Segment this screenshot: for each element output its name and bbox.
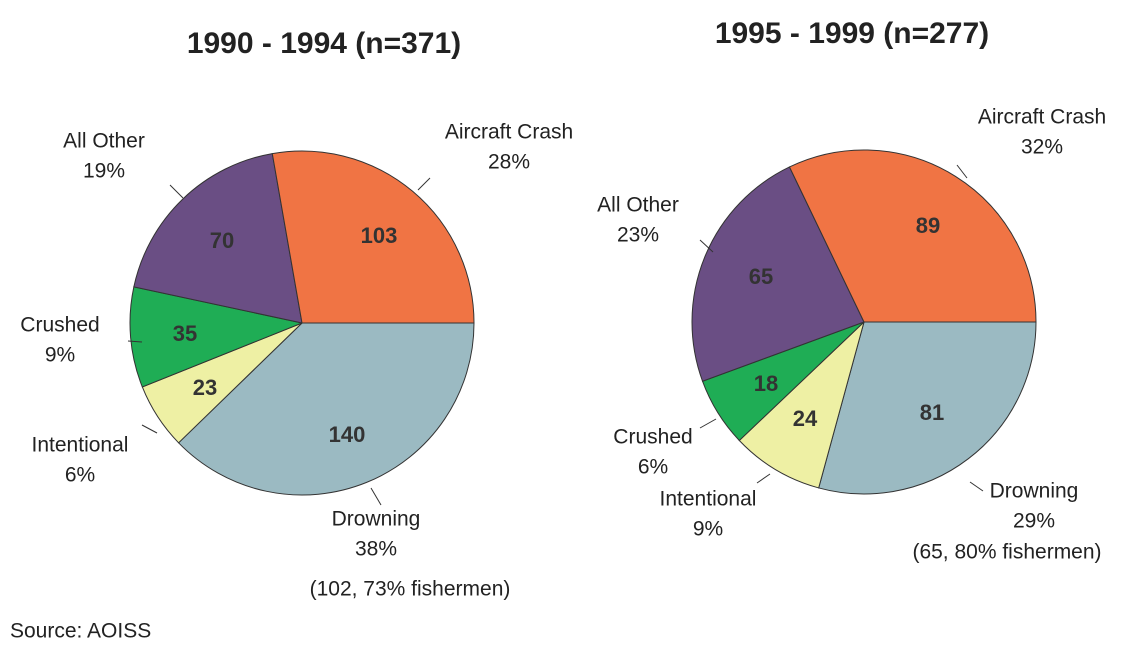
slice-percent: 23% [617, 224, 659, 247]
slice-value: 140 [329, 422, 366, 447]
slice-value: 18 [754, 371, 778, 396]
slice-label: Aircraft Crash [978, 106, 1106, 129]
pie-slice [177, 322, 475, 496]
slice-percent: 9% [45, 344, 75, 367]
slice-percent: 6% [638, 456, 668, 479]
leader-line [956, 164, 968, 179]
pie-slice [691, 166, 865, 382]
slice-label: Aircraft Crash [445, 121, 573, 144]
leader-line [370, 487, 382, 506]
annotation: (102, 73% fishermen) [310, 578, 511, 601]
slice-value: 65 [749, 264, 773, 289]
leader-line [141, 424, 158, 434]
slice-value: 23 [193, 375, 217, 400]
leader-line [417, 177, 431, 191]
slice-percent: 38% [355, 538, 397, 561]
slice-label: All Other [63, 130, 145, 153]
slice-label: Crushed [20, 314, 99, 337]
pie-slice [788, 149, 1037, 323]
slice-value: 24 [793, 406, 818, 431]
slice-value: 81 [920, 400, 944, 425]
slice-label: Crushed [613, 426, 692, 449]
leader-line [127, 340, 143, 343]
slice-label: Intentional [32, 434, 129, 457]
slice-label: All Other [597, 194, 679, 217]
slice-value: 103 [361, 223, 398, 248]
chart-title: 1990 - 1994 (n=371) [187, 27, 461, 60]
slice-value: 35 [173, 321, 197, 346]
slice-value: 89 [916, 213, 940, 238]
slice-percent: 28% [488, 151, 530, 174]
slice-percent: 32% [1021, 136, 1063, 159]
leader-line [169, 184, 184, 199]
pie-slice [271, 150, 475, 324]
leader-line [756, 473, 771, 484]
source: Source: AOISS [10, 620, 151, 643]
pie-slice [818, 321, 1037, 495]
pie-slice [129, 286, 304, 388]
pie-slice [133, 153, 303, 324]
slice-percent: 9% [693, 518, 723, 541]
annotation: (65, 80% fishermen) [912, 541, 1101, 564]
pie-slice [738, 320, 865, 489]
slice-percent: 29% [1013, 510, 1055, 533]
slice-label: Drowning [332, 508, 421, 531]
slice-value: 70 [210, 228, 234, 253]
chart-title: 1995 - 1999 (n=277) [715, 17, 989, 50]
slice-label: Drowning [990, 480, 1079, 503]
slice-percent: 19% [83, 160, 125, 183]
leader-line [969, 481, 984, 492]
leader-line [699, 418, 717, 429]
leader-line [699, 239, 714, 253]
slice-label: Intentional [660, 488, 757, 511]
slice-percent: 6% [65, 464, 95, 487]
